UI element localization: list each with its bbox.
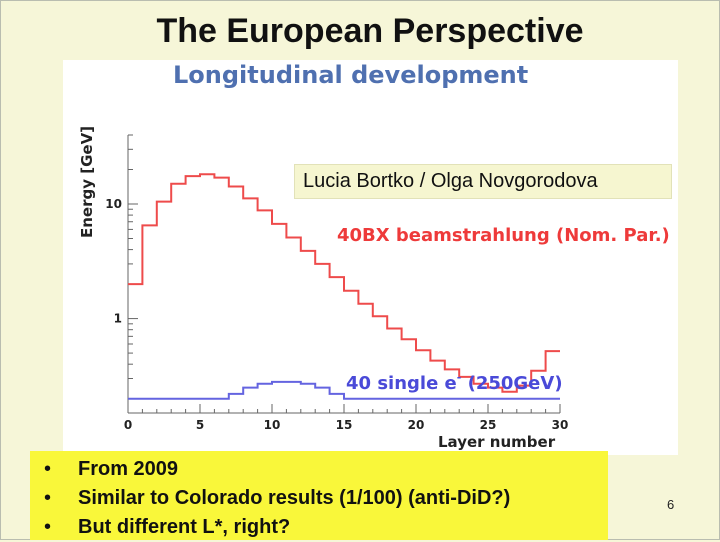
x-tick-label: 0 [124,418,132,432]
x-tick-label: 30 [552,418,569,432]
slide-title: The European Perspective [156,12,584,50]
bullet-item: • From 2009 [44,458,179,480]
series-line-single-electron [128,380,560,400]
chart-figure: Longitudinal development Energy [GeV] La… [63,60,678,455]
bullet-text: Similar to Colorado results (1/100) (ant… [78,487,511,509]
authors-credit: Lucia Bortko / Olga Novgorodova [294,164,672,199]
bullet-list: • From 2009 • Similar to Colorado results … [44,455,608,542]
y-tick-label: 10 [105,197,122,211]
longitudinal-chart: Longitudinal development Energy [GeV] La… [78,61,670,451]
beamstrahlung-annotation: 40BX beamstrahlung (Nom. Par.) [337,225,670,246]
x-tick-label: 25 [480,418,497,432]
x-tick-label: 20 [408,418,425,432]
x-axis-label: Layer number [438,433,556,451]
bullet-list-box: • From 2009 • Similar to Colorado results … [30,451,608,540]
chart-title: Longitudinal development [173,61,528,89]
x-tick-label: 10 [264,418,281,432]
bullet-item: • Similar to Colorado results (1/100) (an… [44,487,511,509]
single-electron-energy: (250GeV) [461,373,562,394]
page-number: 6 [667,497,675,512]
y-axis-label: Energy [GeV] [78,126,96,238]
y-tick-label: 1 [114,312,122,326]
series-line-beamstrahlung [128,173,560,393]
bullet-text: From 2009 [78,458,179,480]
electron-superscript: - [457,371,462,384]
x-tick-label: 5 [196,418,204,432]
single-electron-label: 40 single e [346,373,457,394]
bullet-text: But different L*, right? [78,516,291,538]
single-electron-annotation: 40 single e- (250GeV) [346,371,563,394]
bullet-item: • But different L*, right? [44,516,291,538]
x-tick-label: 15 [336,418,353,432]
